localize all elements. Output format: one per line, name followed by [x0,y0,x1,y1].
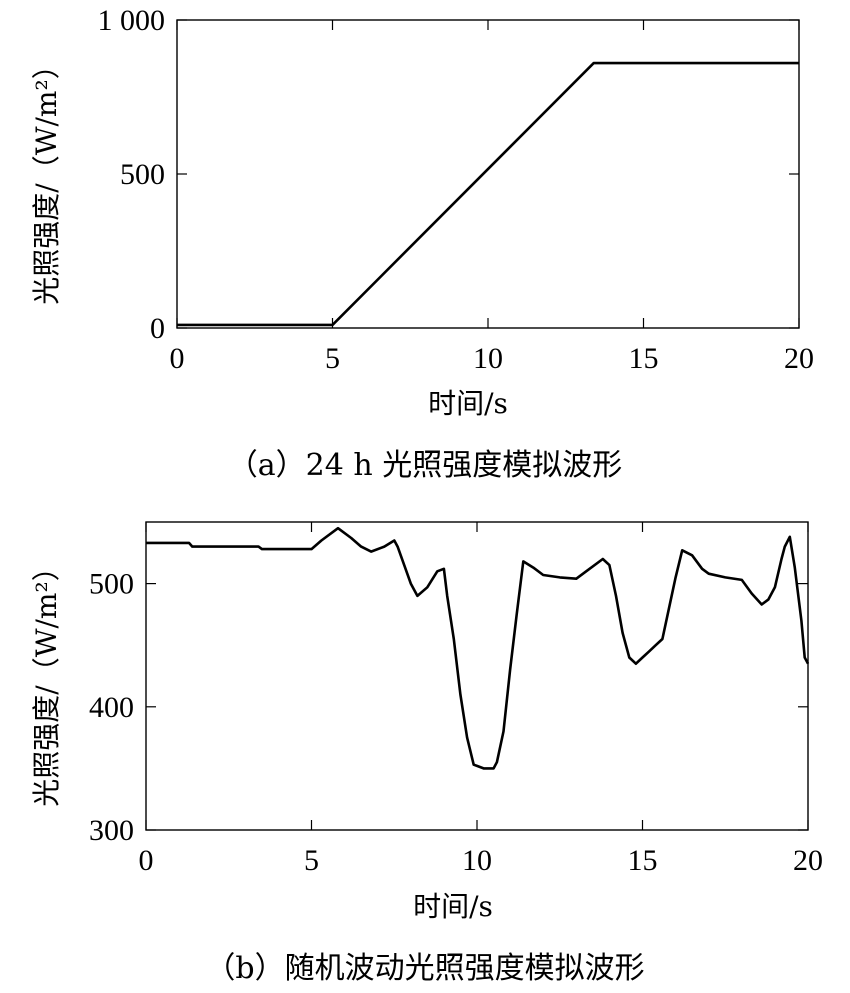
chart-a: 0 5 10 15 20 0 500 1 000 时间/s 光照强度/（W/m²） [30,4,814,420]
ticks-a: 0 5 10 15 20 0 500 1 000 [98,4,815,375]
plot-frame-b [145,521,809,831]
x-axis-title-b: 时间/s [413,890,493,923]
x-tick-label-a: 20 [784,342,814,375]
chart-b: 0 5 10 15 20 300 400 500 时间/s 光照强度/（W/m²） [30,521,823,923]
caption-b: （b）随机波动光照强度模拟波形 [205,951,645,986]
y-tick-label-b: 500 [89,568,134,601]
plot-frame-a [176,19,800,329]
y-tick-label-a: 0 [150,312,165,345]
y-axis-title-a: 光照强度/（W/m²） [30,51,63,304]
x-tick-label-a: 0 [170,342,185,375]
x-axis-title-a: 时间/s [428,387,508,420]
x-tick-label-b: 10 [462,844,492,877]
y-tick-label-b: 300 [89,814,134,847]
series-line-a [177,61,799,327]
y-tick-label-a: 500 [120,158,165,191]
x-tick-label-a: 10 [473,342,503,375]
x-tick-label-b: 0 [139,844,154,877]
series-line-b [146,526,810,770]
x-tick-label-b: 15 [628,844,658,877]
x-tick-label-a: 5 [325,342,340,375]
y-axis-title-b: 光照强度/（W/m²） [30,553,63,806]
y-tick-label-b: 400 [89,691,134,724]
ticks-b: 0 5 10 15 20 300 400 500 [89,522,823,877]
x-tick-label-a: 15 [629,342,659,375]
y-tick-label-a: 1 000 [98,4,166,37]
x-tick-label-b: 5 [304,844,319,877]
x-tick-label-b: 20 [793,844,823,877]
caption-a: （a）24 h 光照强度模拟波形 [227,448,623,483]
